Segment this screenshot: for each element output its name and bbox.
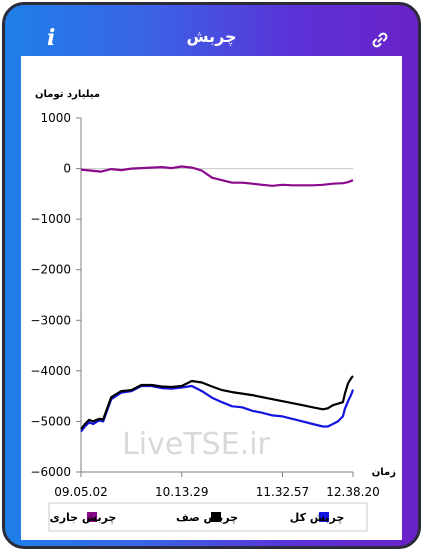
y-tick-label: 1000 xyxy=(40,111,71,125)
chart-card: i چربش میلیارد تومان 1000 0 −1000 −2000 −3000… xyxy=(2,2,421,549)
legend-label: چربش صف xyxy=(176,511,238,524)
legend-swatch xyxy=(211,512,221,522)
series-line-1 xyxy=(80,384,355,433)
y-tick-label: −2000 xyxy=(30,263,71,277)
watermark: LiveTSE.ir xyxy=(122,427,270,462)
y-tick-label: −6000 xyxy=(30,465,71,479)
legend-label: چربش جاری xyxy=(50,511,117,524)
info-icon[interactable]: i xyxy=(47,25,56,51)
link-icon[interactable] xyxy=(371,31,389,49)
series-line-3 xyxy=(80,165,354,187)
y-tick-label: −5000 xyxy=(30,414,71,428)
line-chart: میلیارد تومان 1000 0 −1000 −2000 −3000 −4000 −5… xyxy=(30,89,396,532)
legend-label: چربش کل xyxy=(290,511,345,524)
y-tick-label: −1000 xyxy=(30,212,71,226)
x-tick-label: 10.13.29 xyxy=(155,485,208,499)
legend xyxy=(48,502,368,532)
x-axis-label: زمان xyxy=(372,467,396,478)
series-line-2 xyxy=(80,375,354,430)
y-tick-label: −3000 xyxy=(30,313,71,327)
x-tick-label: 09.05.02 xyxy=(54,485,107,499)
y-tick-label: 0 xyxy=(63,162,71,176)
page-title: چربش xyxy=(186,27,237,46)
legend-swatch xyxy=(319,512,329,522)
chart-panel: میلیارد تومان 1000 0 −1000 −2000 −3000 −4000 −5… xyxy=(21,56,402,540)
x-tick-label: 12.38.20 xyxy=(326,485,379,499)
x-tick-label: 11.32.57 xyxy=(256,485,309,499)
legend-swatch xyxy=(87,512,97,522)
y-tick-label: −4000 xyxy=(30,364,71,378)
y-axis-label: میلیارد تومان xyxy=(35,89,100,100)
